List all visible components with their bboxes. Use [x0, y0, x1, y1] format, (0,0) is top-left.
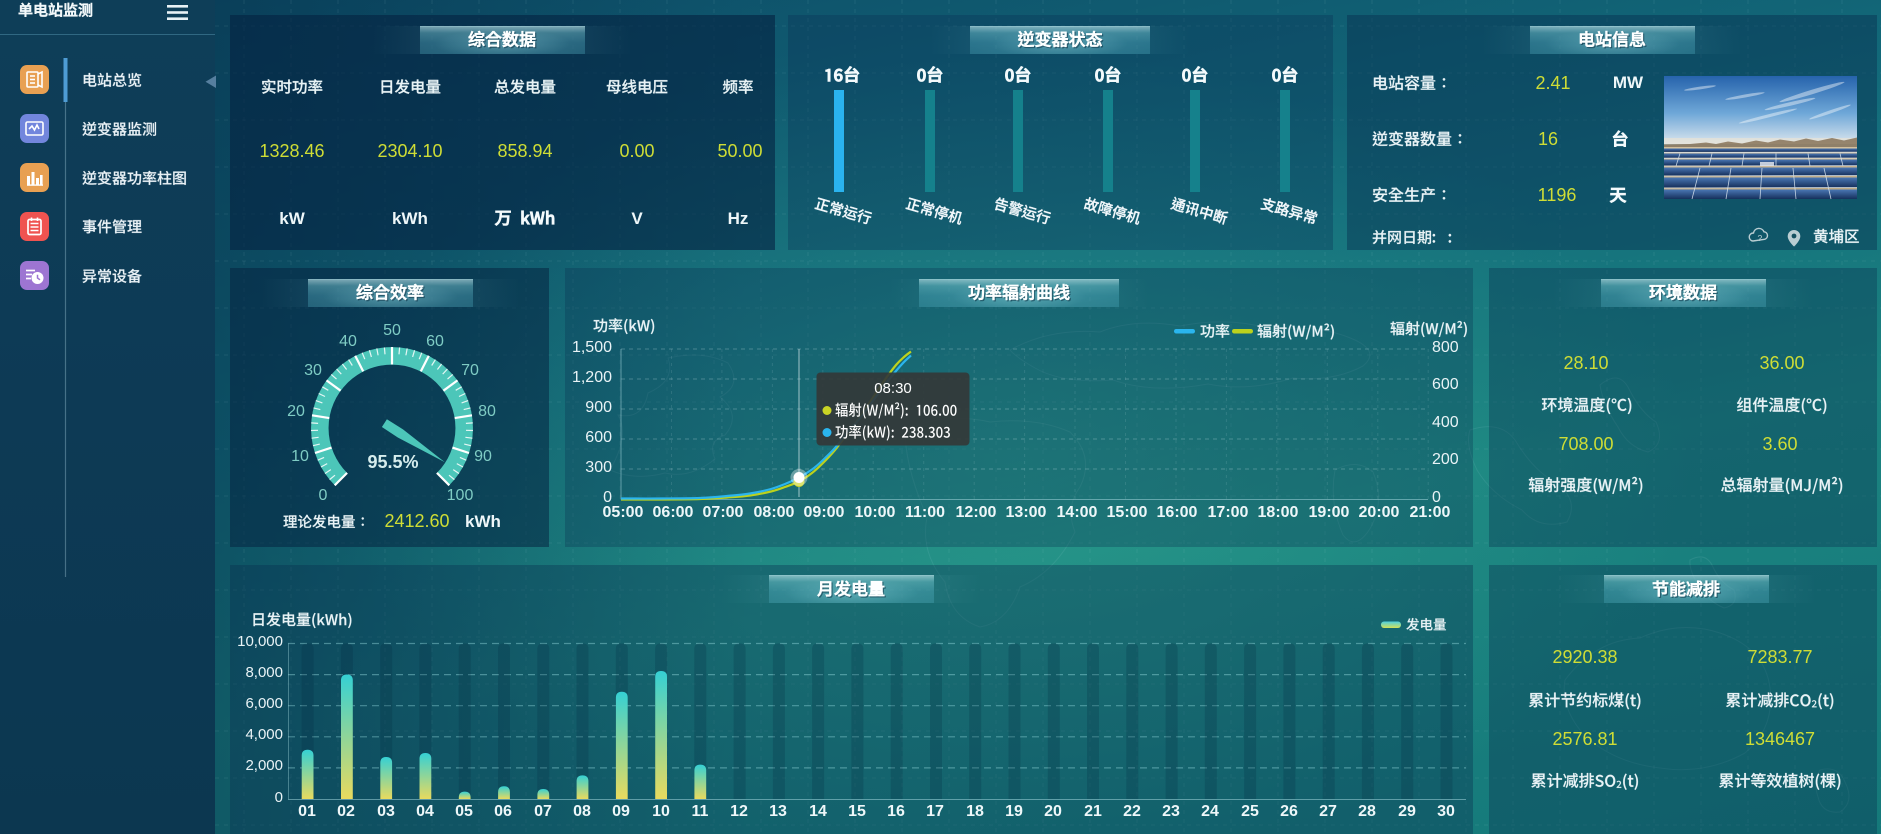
svg-text:?: ?	[1758, 233, 1763, 243]
